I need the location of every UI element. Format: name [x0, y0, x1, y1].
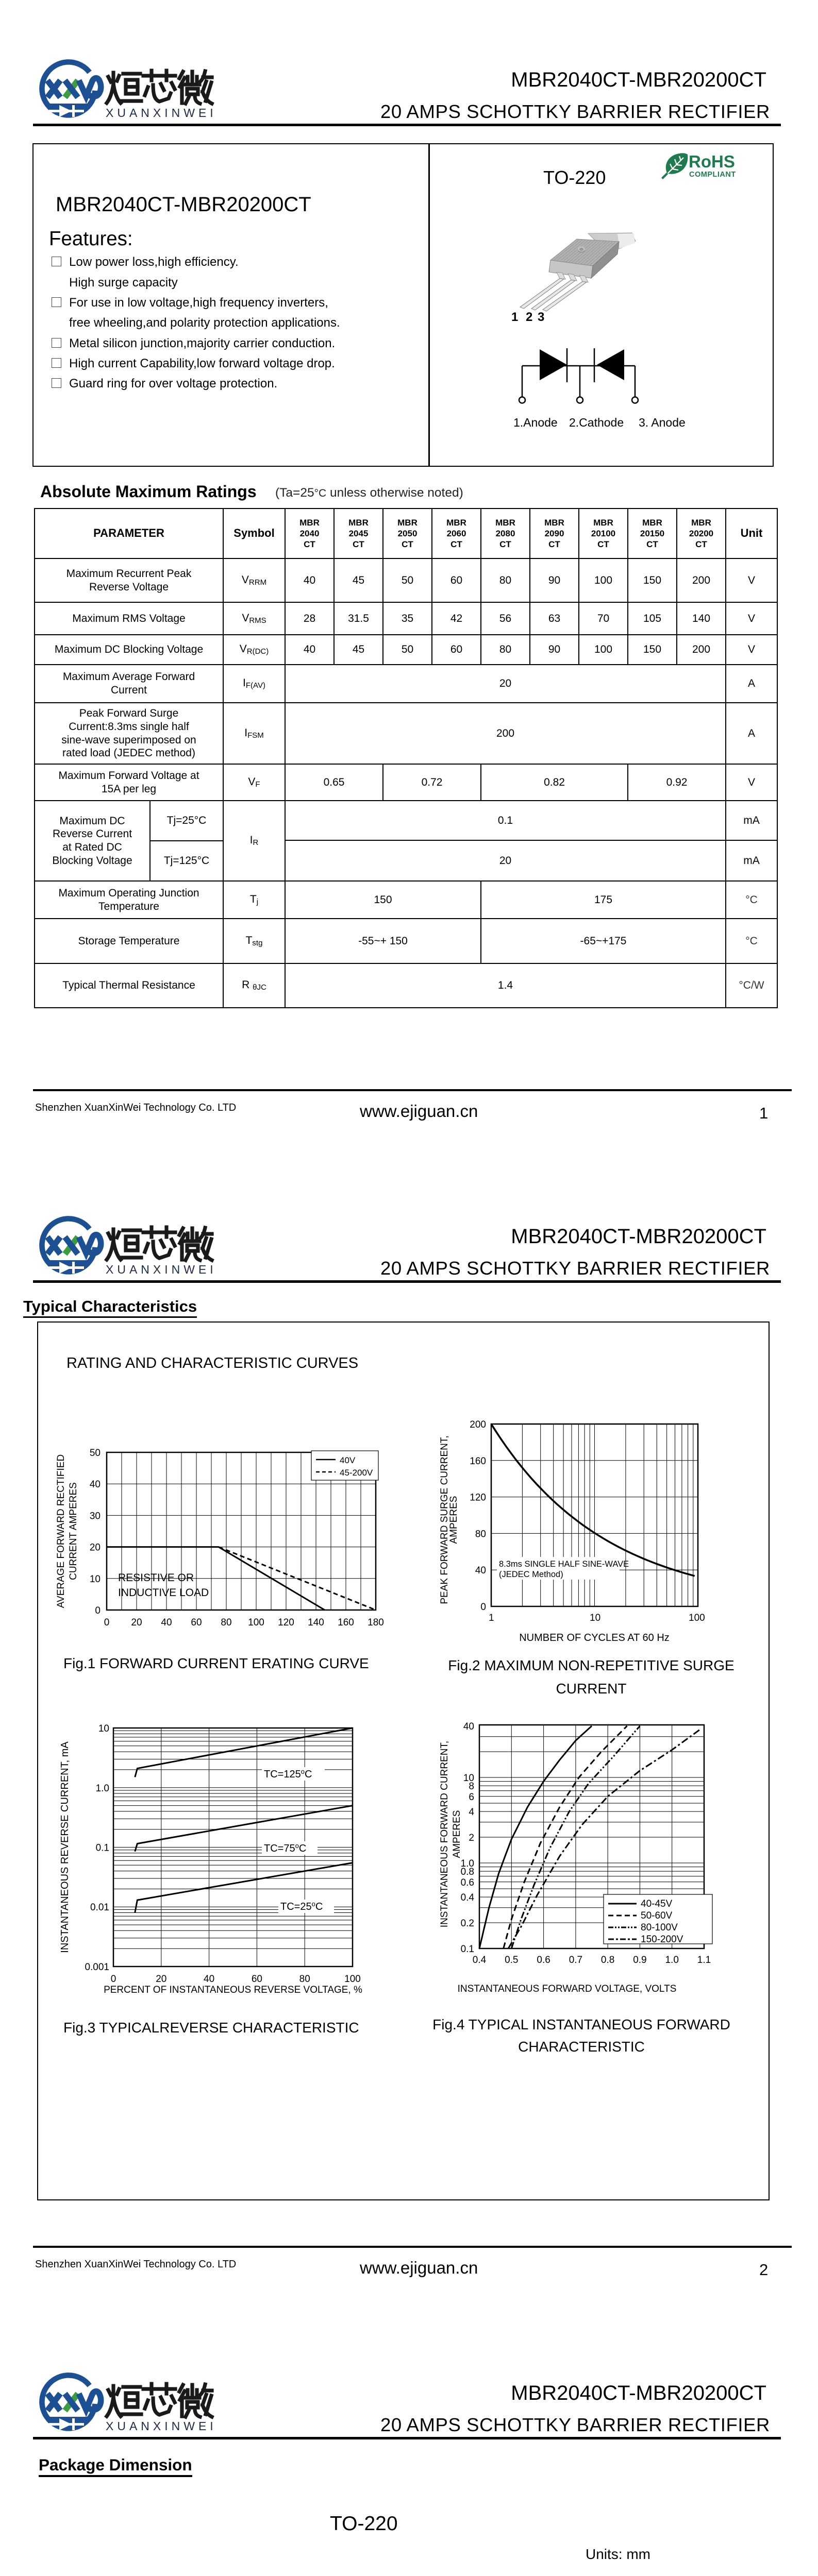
- svg-text:PERCENT OF INSTANTANEOUS REVER: PERCENT OF INSTANTANEOUS REVERSE VOLTAGE…: [104, 1985, 362, 1995]
- svg-text:80: 80: [475, 1529, 486, 1539]
- svg-text:50: 50: [90, 1448, 101, 1459]
- svg-text:80-100V: 80-100V: [641, 1922, 678, 1933]
- svg-text:45-200V: 45-200V: [340, 1468, 373, 1478]
- svg-text:3: 3: [538, 310, 544, 324]
- svg-text:0: 0: [104, 1617, 110, 1628]
- svg-text:20: 20: [156, 1974, 166, 1985]
- svg-text:CURRENT AMPERES: CURRENT AMPERES: [68, 1482, 79, 1580]
- svg-text:1.0: 1.0: [96, 1783, 109, 1794]
- svg-text:XUANXINWEI: XUANXINWEI: [106, 2419, 217, 2433]
- svg-text:0.7: 0.7: [569, 1955, 582, 1965]
- svg-text:60: 60: [252, 1974, 262, 1985]
- svg-text:TC=25oC: TC=25oC: [280, 1900, 323, 1912]
- svg-text:100: 100: [344, 1974, 361, 1985]
- svg-text:40: 40: [463, 1721, 474, 1732]
- svg-text:80: 80: [299, 1974, 310, 1985]
- svg-text:40: 40: [475, 1565, 486, 1576]
- svg-text:COMPLIANT: COMPLIANT: [689, 171, 736, 179]
- svg-text:2: 2: [469, 1833, 474, 1843]
- svg-text:1.Anode: 1.Anode: [513, 416, 558, 429]
- svg-text:10: 10: [590, 1613, 600, 1623]
- svg-text:160: 160: [470, 1456, 486, 1467]
- svg-text:0.5: 0.5: [505, 1955, 518, 1965]
- svg-text:INSTANTANEOUS FORWARD VOLTAGE,: INSTANTANEOUS FORWARD VOLTAGE, VOLTS: [458, 1984, 677, 1994]
- svg-text:200: 200: [470, 1419, 486, 1430]
- svg-text:80: 80: [221, 1617, 231, 1628]
- svg-text:30: 30: [90, 1511, 101, 1521]
- svg-text:TC=75oC: TC=75oC: [264, 1842, 306, 1854]
- svg-text:0: 0: [480, 1602, 486, 1613]
- svg-text:8: 8: [469, 1781, 474, 1792]
- svg-text:AMPERES: AMPERES: [452, 1810, 462, 1858]
- svg-text:2: 2: [526, 310, 532, 324]
- svg-text:XUANXINWEI: XUANXINWEI: [106, 106, 217, 120]
- svg-text:3. Anode: 3. Anode: [639, 416, 686, 429]
- svg-text:40V: 40V: [340, 1455, 356, 1465]
- svg-text:INSTANTANEOUS FORWARD CURRENT,: INSTANTANEOUS FORWARD CURRENT,: [439, 1741, 450, 1927]
- svg-text:50-60V: 50-60V: [641, 1910, 673, 1921]
- svg-text:CHARACTERISTIC: CHARACTERISTIC: [518, 2039, 645, 2055]
- svg-text:CURRENT: CURRENT: [556, 1681, 627, 1697]
- svg-text:10: 10: [90, 1574, 101, 1585]
- svg-text:4: 4: [469, 1807, 474, 1818]
- svg-text:0.6: 0.6: [537, 1955, 550, 1965]
- svg-text:PEAK FORWARD SURGE CURRENT,: PEAK FORWARD SURGE CURRENT,: [439, 1435, 450, 1604]
- svg-text:0.4: 0.4: [473, 1955, 487, 1965]
- svg-text:60: 60: [191, 1617, 202, 1628]
- svg-text:160: 160: [338, 1617, 354, 1628]
- svg-text:180: 180: [368, 1617, 384, 1628]
- svg-text:40: 40: [90, 1479, 101, 1490]
- svg-text:Fig.2 MAXIMUM NON-REPETITIVE S: Fig.2 MAXIMUM NON-REPETITIVE SURGE: [448, 1657, 734, 1673]
- svg-text:0.8: 0.8: [461, 1867, 474, 1877]
- svg-text:NUMBER OF CYCLES AT 60 Hz: NUMBER OF CYCLES AT 60 Hz: [519, 1632, 670, 1643]
- svg-text:140: 140: [308, 1617, 324, 1628]
- svg-text:20: 20: [131, 1617, 142, 1628]
- svg-text:120: 120: [470, 1493, 486, 1503]
- svg-text:Fig.1 FORWARD CURRENT ERATING: Fig.1 FORWARD CURRENT ERATING CURVE: [63, 1655, 369, 1671]
- svg-text:(JEDEC Method): (JEDEC Method): [499, 1570, 563, 1579]
- svg-text:RoHS: RoHS: [689, 152, 735, 171]
- svg-text:10: 10: [98, 1723, 109, 1734]
- svg-text:Fig.3 TYPICALREVERSE CHARACTER: Fig.3 TYPICALREVERSE CHARACTERISTIC: [63, 2020, 359, 2036]
- svg-text:1.1: 1.1: [697, 1955, 711, 1965]
- svg-text:INDUCTIVE LOAD: INDUCTIVE LOAD: [118, 1587, 209, 1599]
- svg-text:10: 10: [463, 1773, 474, 1784]
- svg-text:0.8: 0.8: [601, 1955, 614, 1965]
- svg-text:0.6: 0.6: [461, 1877, 474, 1888]
- svg-text:1.0: 1.0: [665, 1955, 678, 1965]
- svg-text:1: 1: [511, 310, 518, 324]
- svg-text:1: 1: [489, 1613, 494, 1623]
- svg-text:AVERAGE FORWARD RECTIFIED: AVERAGE FORWARD RECTIFIED: [56, 1454, 66, 1608]
- svg-text:100: 100: [689, 1613, 705, 1623]
- svg-text:0.9: 0.9: [633, 1955, 646, 1965]
- svg-text:0.001: 0.001: [85, 1962, 109, 1973]
- svg-text:0: 0: [95, 1605, 101, 1616]
- svg-text:150-200V: 150-200V: [641, 1934, 683, 1945]
- svg-text:40: 40: [204, 1974, 214, 1985]
- svg-text:0.01: 0.01: [90, 1902, 109, 1913]
- svg-text:120: 120: [278, 1617, 294, 1628]
- svg-text:INSTANTANEOUS REVERSE CURRENT,: INSTANTANEOUS REVERSE CURRENT, mA: [59, 1741, 71, 1953]
- svg-text:0.4: 0.4: [461, 1892, 475, 1903]
- svg-text:8.3ms SINGLE HALF SINE-WAVE: 8.3ms SINGLE HALF SINE-WAVE: [499, 1560, 629, 1569]
- svg-text:XUANXINWEI: XUANXINWEI: [106, 1263, 217, 1276]
- svg-text:TC=125oC: TC=125oC: [264, 1768, 312, 1780]
- svg-text:40-45V: 40-45V: [641, 1899, 673, 1909]
- svg-text:RESISTIVE OR: RESISTIVE OR: [118, 1572, 194, 1584]
- svg-text:AMPERES: AMPERES: [448, 1496, 459, 1544]
- svg-text:0: 0: [111, 1974, 116, 1985]
- svg-text:6: 6: [469, 1792, 474, 1803]
- svg-text:0.2: 0.2: [461, 1918, 474, 1929]
- svg-text:100: 100: [248, 1617, 264, 1628]
- svg-text:20: 20: [90, 1543, 101, 1553]
- svg-text:0.1: 0.1: [461, 1944, 474, 1955]
- svg-text:40: 40: [161, 1617, 172, 1628]
- svg-text:2.Cathode: 2.Cathode: [569, 416, 624, 429]
- svg-text:1.0: 1.0: [461, 1858, 474, 1869]
- svg-text:Fig.4 TYPICAL INSTANTANEOUS FO: Fig.4 TYPICAL INSTANTANEOUS FORWARD: [432, 2016, 730, 2032]
- svg-text:0.1: 0.1: [96, 1843, 109, 1854]
